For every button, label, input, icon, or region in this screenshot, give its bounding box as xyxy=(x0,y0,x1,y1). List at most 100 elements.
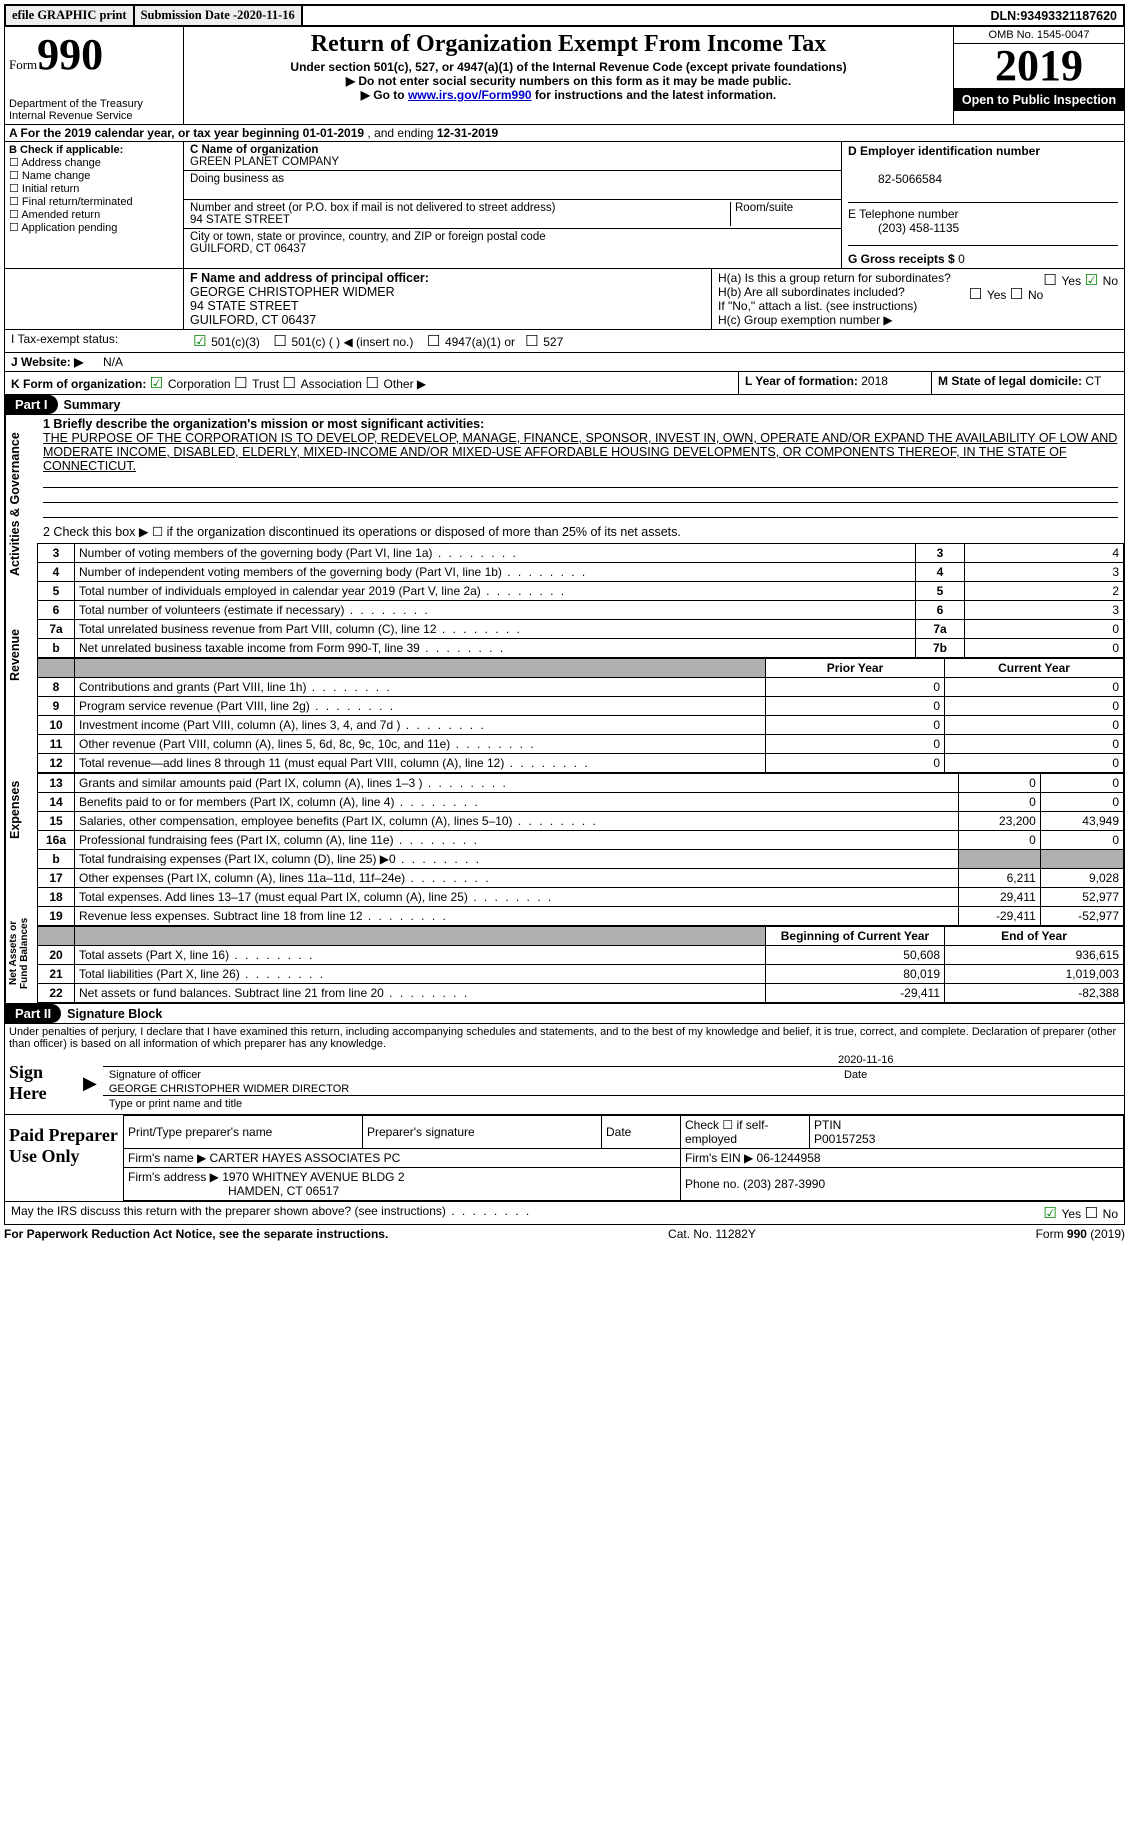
line-num: 10 xyxy=(38,716,75,735)
h-a: H(a) Is this a group return for subordin… xyxy=(718,271,1118,285)
k-assoc[interactable] xyxy=(282,377,300,391)
curr-val: -52,977 xyxy=(1040,907,1123,926)
chk-initial-return[interactable]: Initial return xyxy=(9,183,79,195)
curr-val: 936,615 xyxy=(945,946,1124,965)
hb-no[interactable] xyxy=(1010,288,1028,302)
m-val: CT xyxy=(1085,374,1101,388)
pt-sig-lbl: Preparer's signature xyxy=(363,1116,602,1149)
form-header-mid: Return of Organization Exempt From Incom… xyxy=(184,27,954,124)
curr-val: 1,019,003 xyxy=(945,965,1124,984)
k-other[interactable] xyxy=(365,377,383,391)
goto-pre: Go to xyxy=(373,88,408,102)
room-lbl: Room/suite xyxy=(731,202,835,226)
discuss-yes[interactable] xyxy=(1043,1207,1061,1221)
c-name-lbl: C Name of organization xyxy=(190,144,318,156)
part-i-num: Part I xyxy=(5,395,58,414)
chk-name-change[interactable]: Name change xyxy=(9,170,90,182)
street-val: 94 STATE STREET xyxy=(190,214,290,226)
line-box: 7b xyxy=(916,639,965,658)
table-row: 15 Salaries, other compensation, employe… xyxy=(38,812,1124,831)
j-lbl: J Website: ▶ xyxy=(5,353,97,371)
line-num: 15 xyxy=(38,812,75,831)
table-header: Beginning of Current Year End of Year xyxy=(38,927,1124,946)
table-row: 19 Revenue less expenses. Subtract line … xyxy=(38,907,1124,926)
pt-check[interactable]: Check ☐ if self-employed xyxy=(681,1116,810,1149)
sign-here-block: Sign Here 2020-11-16 Signature of office… xyxy=(4,1052,1125,1115)
phone: (203) 458-1135 xyxy=(848,221,959,235)
section-f-h: F Name and address of principal officer:… xyxy=(4,269,1125,330)
ptin-lbl: PTIN xyxy=(814,1118,841,1132)
line-desc: Total expenses. Add lines 13–17 (must eq… xyxy=(75,888,959,907)
section-b-to-g: B Check if applicable: Address change Na… xyxy=(4,142,1125,269)
tab-netassets: Net Assets or Fund Balances xyxy=(5,903,37,1003)
ptin-cell: PTIN P00157253 xyxy=(810,1116,1124,1149)
f-cell: F Name and address of principal officer:… xyxy=(183,269,711,329)
curr-val: 0 xyxy=(1040,831,1123,850)
line-val: 3 xyxy=(965,563,1124,582)
chk-address-change[interactable]: Address change xyxy=(9,157,101,169)
form-header-left: Form990 Department of the Treasury Inter… xyxy=(5,27,184,124)
e-cell: E Telephone number (203) 458-1135 xyxy=(848,203,1118,246)
line-desc: Number of independent voting members of … xyxy=(75,563,916,582)
line-desc: Total number of individuals employed in … xyxy=(75,582,916,601)
i-lbl: I Tax-exempt status: xyxy=(5,330,187,352)
efile-print-button[interactable]: efile GRAPHIC print xyxy=(6,6,135,25)
curr-val: 0 xyxy=(945,697,1124,716)
pt-name-lbl: Print/Type preparer's name xyxy=(124,1116,363,1149)
i-501c3[interactable] xyxy=(193,335,211,349)
b-header: B Check if applicable: xyxy=(9,144,123,156)
ha-lbl: H(a) Is this a group return for subordin… xyxy=(718,271,951,285)
part-i-title: Summary xyxy=(58,398,121,412)
chk-amended[interactable]: Amended return xyxy=(9,209,100,221)
table-header: Prior Year Current Year xyxy=(38,659,1124,678)
m-lbl: M State of legal domicile: xyxy=(938,374,1085,388)
col-curr: End of Year xyxy=(945,927,1124,946)
chk-final-return[interactable]: Final return/terminated xyxy=(9,196,133,208)
line1: 1 Briefly describe the organization's mi… xyxy=(37,415,1124,520)
footer-left: For Paperwork Reduction Act Notice, see … xyxy=(4,1227,388,1241)
firm-addr1: 1970 WHITNEY AVENUE BLDG 2 xyxy=(222,1170,404,1184)
discuss-no[interactable] xyxy=(1084,1207,1102,1221)
i-501c[interactable] xyxy=(273,335,291,349)
curr-val: 43,949 xyxy=(1040,812,1123,831)
table-row: 11 Other revenue (Part VIII, column (A),… xyxy=(38,735,1124,754)
i-4947[interactable] xyxy=(427,335,445,349)
hb-yes[interactable] xyxy=(969,288,987,302)
line-num: 5 xyxy=(38,582,75,601)
k-corp[interactable] xyxy=(150,377,168,391)
top-bar: efile GRAPHIC print Submission Date - 20… xyxy=(4,4,1125,27)
prior-val: 0 xyxy=(766,678,945,697)
ha-no[interactable] xyxy=(1084,274,1102,288)
k-trust[interactable] xyxy=(234,377,252,391)
c-dba-cell: Doing business as xyxy=(184,171,841,200)
k-lbl: K Form of organization: xyxy=(11,377,146,391)
tab-revenue: Revenue xyxy=(5,594,37,716)
website: N/A xyxy=(97,353,129,371)
chk-app-pending[interactable]: Application pending xyxy=(9,222,117,234)
col-curr: Current Year xyxy=(945,659,1124,678)
hb-lbl: H(b) Are all subordinates included? xyxy=(718,285,905,299)
curr-val: 0 xyxy=(1040,774,1123,793)
table-row: 6 Total number of volunteers (estimate i… xyxy=(38,601,1124,620)
submission-date: Submission Date - 2020-11-16 xyxy=(135,6,303,25)
sig-date-val: 2020-11-16 xyxy=(832,1054,1124,1067)
line-num: 9 xyxy=(38,697,75,716)
line-desc: Benefits paid to or for members (Part IX… xyxy=(75,793,959,812)
line-num: b xyxy=(38,639,75,658)
irs-link[interactable]: www.irs.gov/Form990 xyxy=(408,88,532,102)
dln: DLN: 93493321187620 xyxy=(985,6,1124,25)
gross-receipts: 0 xyxy=(958,252,965,266)
line-desc: Total unrelated business revenue from Pa… xyxy=(75,620,916,639)
line-desc: Total fundraising expenses (Part IX, col… xyxy=(75,850,959,869)
i-527[interactable] xyxy=(525,335,543,349)
rule2 xyxy=(43,488,1118,503)
phone-val: (203) 287-3990 xyxy=(743,1177,825,1191)
form-title: Return of Organization Exempt From Incom… xyxy=(190,31,947,58)
line-num: 11 xyxy=(38,735,75,754)
line-desc: Other revenue (Part VIII, column (A), li… xyxy=(75,735,766,754)
l-val: 2018 xyxy=(861,374,888,388)
discuss-q: May the IRS discuss this return with the… xyxy=(5,1202,1037,1224)
tax-year: 2019 xyxy=(954,44,1124,89)
ha-yes[interactable] xyxy=(1043,274,1061,288)
line-box: 7a xyxy=(916,620,965,639)
